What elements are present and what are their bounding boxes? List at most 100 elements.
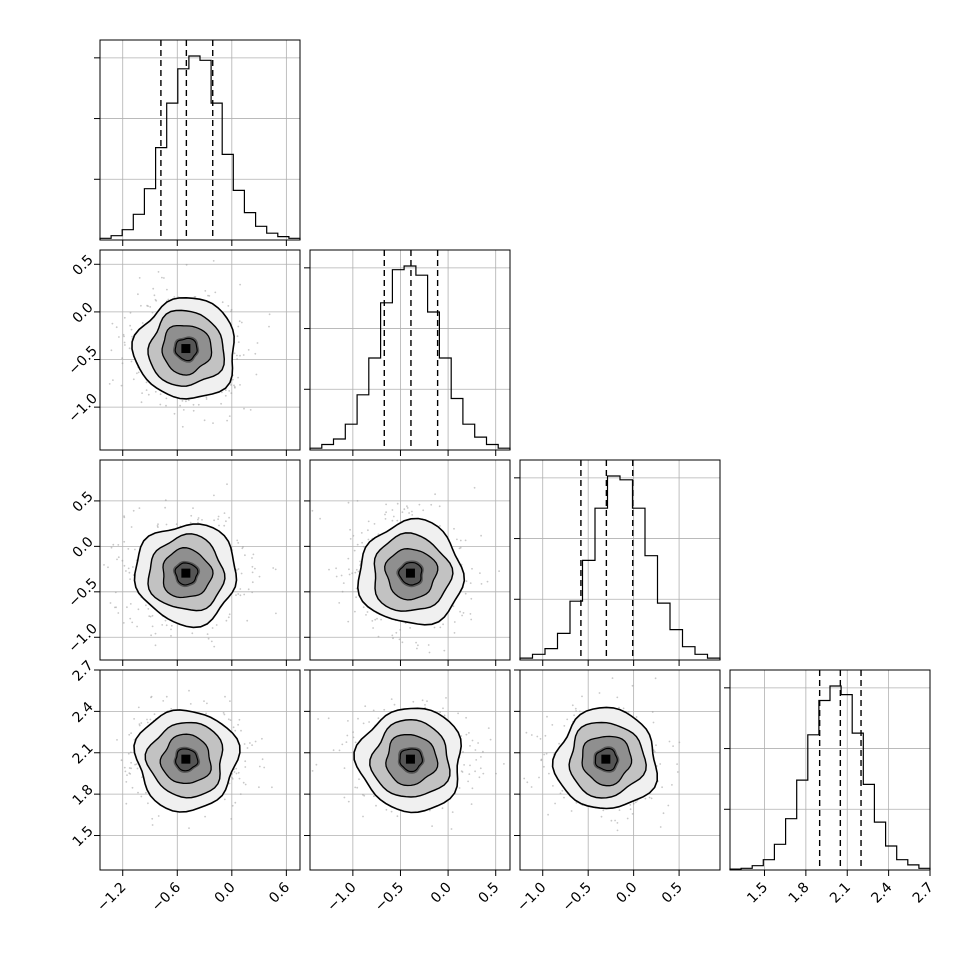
scatter-point xyxy=(659,826,662,828)
histogram-step xyxy=(309,265,511,450)
scatter-point xyxy=(357,717,359,720)
scatter-point xyxy=(149,615,152,618)
scatter-point xyxy=(197,518,199,521)
scatter-point xyxy=(147,305,150,307)
scatter-point xyxy=(391,519,394,522)
scatter-point xyxy=(251,581,254,584)
scatter-point xyxy=(206,633,209,635)
scatter-point xyxy=(181,425,184,428)
scatter-point xyxy=(161,276,163,279)
scatter-point xyxy=(252,553,255,556)
scatter-point xyxy=(618,706,620,709)
scatter-point xyxy=(215,624,218,626)
scatter-point xyxy=(662,812,665,815)
scatter-point xyxy=(546,715,548,718)
scatter-point xyxy=(191,632,194,635)
scatter-point xyxy=(170,708,173,710)
scatter-point xyxy=(469,745,471,747)
scatter-point xyxy=(237,542,240,544)
scatter-point xyxy=(362,722,365,725)
scatter-point xyxy=(353,549,356,552)
density-contour xyxy=(144,721,224,799)
scatter-point xyxy=(103,564,105,566)
scatter-point xyxy=(111,322,114,325)
scatter-point xyxy=(124,344,126,346)
scatter-point xyxy=(230,310,232,313)
scatter-point xyxy=(471,739,474,742)
scatter-point xyxy=(126,606,128,609)
scatter-point xyxy=(409,627,411,629)
scatter-point xyxy=(190,514,193,517)
scatter-point xyxy=(396,815,399,818)
scatter-point xyxy=(239,594,242,597)
scatter-point xyxy=(146,718,148,721)
scatter-point xyxy=(460,735,463,737)
scatter-point xyxy=(205,712,208,715)
scatter-point xyxy=(145,381,148,384)
scatter-point xyxy=(230,308,233,311)
scatter-point xyxy=(173,296,176,298)
scatter-point xyxy=(130,761,133,764)
scatter-point xyxy=(470,597,473,600)
scatter-point xyxy=(268,325,270,328)
scatter-point xyxy=(498,570,500,572)
density-contour xyxy=(147,309,226,387)
scatter-point xyxy=(358,778,360,781)
scatter-point xyxy=(610,819,613,822)
density-contour xyxy=(133,523,238,629)
scatter-point xyxy=(123,515,125,517)
scatter-point xyxy=(391,634,394,637)
scatter-point xyxy=(356,500,359,502)
scatter-point xyxy=(261,758,264,761)
scatter-point xyxy=(243,743,246,745)
scatter-point xyxy=(439,711,441,714)
scatter-point xyxy=(131,335,133,338)
scatter-point xyxy=(226,419,229,422)
scatter-point xyxy=(341,590,344,593)
scatter-point xyxy=(109,602,112,604)
scatter-point xyxy=(140,722,143,724)
scatter-point xyxy=(551,724,554,726)
scatter-point xyxy=(579,710,581,713)
y-tick-label: 1.8 xyxy=(70,782,97,809)
scatter-point xyxy=(239,384,241,386)
scatter-point xyxy=(263,766,266,769)
scatter-point xyxy=(616,829,619,832)
scatter-point xyxy=(471,787,474,790)
y-tick-label: −1.0 xyxy=(65,391,100,426)
scatter-point xyxy=(141,392,144,394)
scatter-point xyxy=(274,568,277,571)
scatter-point xyxy=(616,822,619,824)
scatter-point xyxy=(188,689,190,692)
scatter-point xyxy=(317,718,319,720)
scatter-point xyxy=(223,524,226,527)
scatter-point xyxy=(231,804,234,807)
scatter-point xyxy=(221,301,224,304)
scatter-point xyxy=(424,704,426,706)
scatter-point xyxy=(547,813,549,816)
scatter-point xyxy=(428,651,431,654)
density-contour xyxy=(384,548,439,601)
scatter-point xyxy=(258,575,261,578)
scatter-point xyxy=(503,763,505,765)
density-contour xyxy=(161,324,213,376)
density-peak xyxy=(405,754,415,764)
scatter-point xyxy=(152,287,155,290)
scatter-point xyxy=(486,580,489,583)
scatter-point xyxy=(125,781,128,783)
panel-frame xyxy=(309,249,511,451)
scatter-point xyxy=(563,725,566,727)
scatter-point xyxy=(197,521,199,524)
scatter-point xyxy=(385,503,387,506)
scatter-point xyxy=(644,797,647,800)
scatter-point xyxy=(461,614,463,617)
scatter-point xyxy=(121,559,124,562)
scatter-point xyxy=(384,518,387,520)
scatter-point xyxy=(122,622,125,624)
scatter-point xyxy=(124,770,127,773)
scatter-point xyxy=(130,360,133,363)
density-contour xyxy=(399,748,423,773)
scatter-point xyxy=(373,523,376,525)
scatter-point xyxy=(244,554,246,557)
scatter-point xyxy=(115,606,117,609)
